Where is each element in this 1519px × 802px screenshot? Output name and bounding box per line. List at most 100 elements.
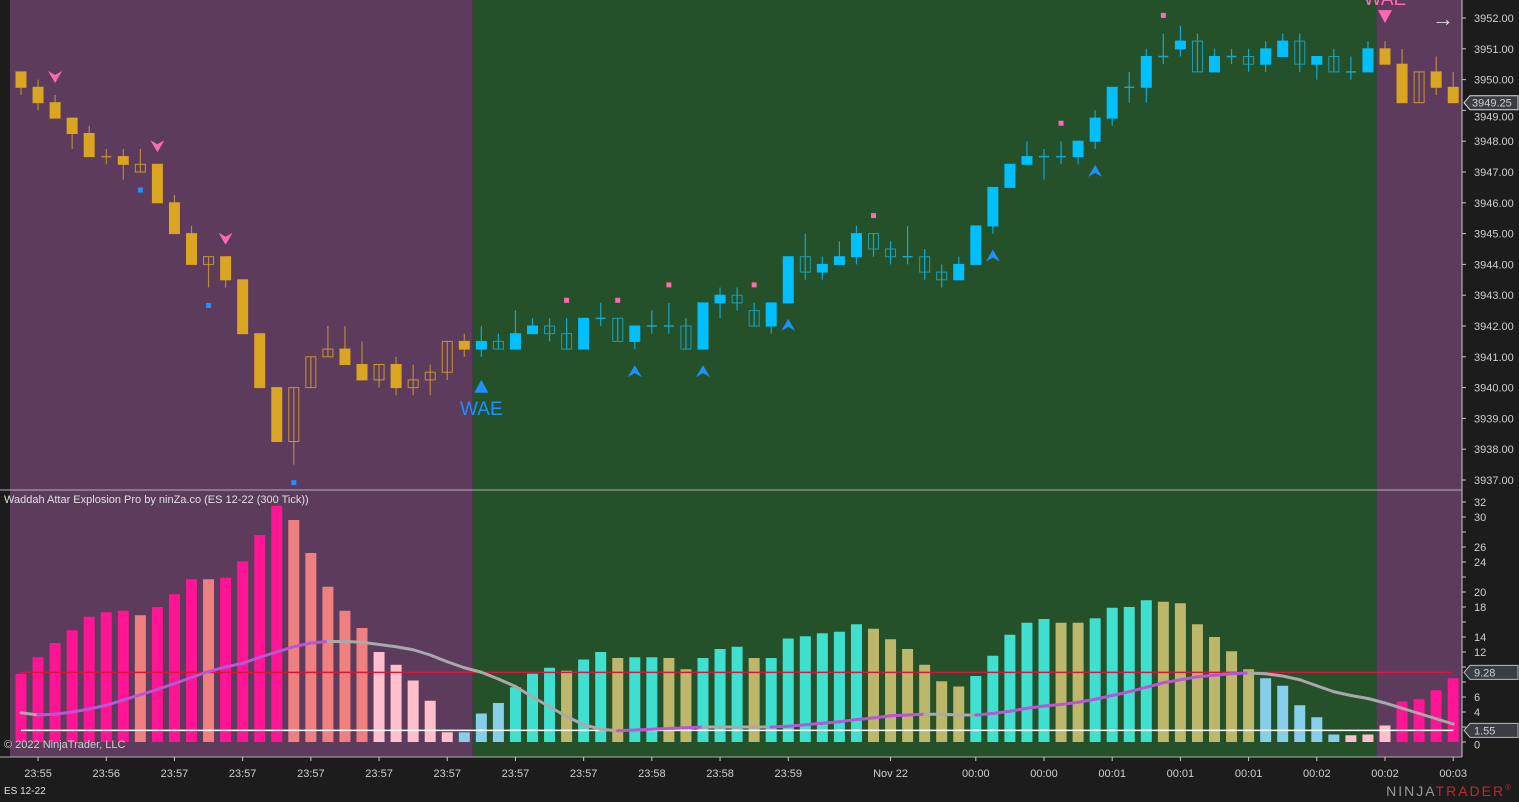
histogram-bar xyxy=(1260,678,1272,742)
candle-body xyxy=(1021,156,1033,165)
signal-line-segment xyxy=(36,712,57,717)
histogram-bar xyxy=(1123,607,1135,742)
arrow-right-icon[interactable]: → xyxy=(1432,6,1454,31)
sell-square-marker xyxy=(666,282,672,288)
explosion-value-badge xyxy=(1463,664,1519,680)
histogram-bar xyxy=(1021,622,1033,742)
candle-body xyxy=(1089,117,1101,142)
histogram-bar xyxy=(1328,734,1340,742)
candle-body xyxy=(1413,71,1425,104)
time-tick-label: 23:56 xyxy=(92,768,120,780)
indicator-tick-label: 18 xyxy=(1474,602,1486,614)
candle-body xyxy=(1004,163,1016,188)
candle xyxy=(1158,33,1169,65)
histogram-bar xyxy=(1294,705,1306,742)
histogram-bar xyxy=(492,703,504,742)
trend-region-bullish xyxy=(472,0,1377,757)
histogram-bar xyxy=(424,700,436,742)
signal-line-segment xyxy=(1195,673,1216,679)
histogram-bar xyxy=(373,652,385,742)
candle xyxy=(49,95,61,119)
candle-body xyxy=(458,340,470,350)
signal-line-segment xyxy=(343,640,364,644)
candle-body xyxy=(1311,56,1323,65)
signal-line-segment xyxy=(428,653,449,664)
price-tick-label: 3937.00 xyxy=(1474,475,1514,487)
candle-body xyxy=(492,340,504,350)
candle xyxy=(765,302,777,334)
histogram-bar xyxy=(612,658,624,742)
histogram-bar xyxy=(475,713,487,742)
histogram-bar xyxy=(833,631,845,742)
histogram-bar xyxy=(49,643,61,742)
histogram-bar xyxy=(816,633,828,742)
signal-line-segment xyxy=(599,727,620,733)
candles xyxy=(15,25,1459,465)
signal-line-segment xyxy=(1093,694,1114,701)
candle xyxy=(339,326,351,366)
signal-line-segment xyxy=(803,721,824,727)
indicator-tick-label: 32 xyxy=(1474,497,1486,509)
signal-line-segment xyxy=(53,710,74,716)
candle xyxy=(390,356,402,396)
histogram-bar xyxy=(868,628,879,742)
candle-body xyxy=(66,117,78,134)
histogram-bar xyxy=(799,636,811,742)
candle xyxy=(288,387,300,465)
time-tick-label: 23:58 xyxy=(638,768,666,780)
candle-body xyxy=(1328,56,1340,73)
histogram-bar xyxy=(714,649,726,742)
instrument-label: ES 12-22 xyxy=(4,786,46,797)
candle-body xyxy=(578,317,590,350)
price-tick-label: 3944.00 xyxy=(1474,259,1514,271)
signal-line-segment xyxy=(616,728,637,733)
signal-line-segment xyxy=(121,693,142,702)
candle xyxy=(1039,148,1049,180)
candle xyxy=(885,241,897,265)
candle xyxy=(1021,141,1033,165)
candle-body xyxy=(1191,40,1203,73)
signal-line-segment xyxy=(1025,704,1046,710)
wae-up-triangle-icon xyxy=(474,379,489,393)
histogram-bar xyxy=(441,732,453,742)
signal-line-segment xyxy=(309,640,330,645)
histogram-bar xyxy=(1396,701,1408,742)
indicator-tick-label: 20 xyxy=(1474,587,1486,599)
candle-body xyxy=(220,256,232,281)
indicator-tick-label: 30 xyxy=(1474,512,1486,524)
candle xyxy=(612,317,624,342)
candle xyxy=(1277,33,1289,57)
candle xyxy=(15,71,27,95)
time-tick-label: 00:02 xyxy=(1303,768,1331,780)
indicator-tick-label: 4 xyxy=(1474,707,1480,719)
signal-line-segment xyxy=(496,677,517,688)
candle-body xyxy=(134,163,146,173)
signal-line-segment xyxy=(104,698,125,707)
histogram-bar xyxy=(339,610,351,742)
candle xyxy=(782,256,794,304)
candle-body xyxy=(868,233,879,250)
signal-line-segment xyxy=(906,712,927,717)
candle-body xyxy=(527,325,538,335)
histogram-bar xyxy=(1226,651,1238,742)
signal-line-segment xyxy=(19,711,40,717)
candle xyxy=(1243,48,1255,72)
signal-line-segment xyxy=(1042,703,1063,708)
price-tick-label: 3946.00 xyxy=(1474,198,1514,210)
histogram-bar xyxy=(1277,685,1289,742)
candle-body xyxy=(629,325,641,342)
histogram-bar xyxy=(1191,624,1203,742)
time-tick-label: 23:57 xyxy=(502,768,530,780)
candle-body xyxy=(203,256,215,265)
candle xyxy=(134,148,146,173)
candle xyxy=(868,233,879,257)
histogram-bar xyxy=(629,657,641,742)
signal-line-segment xyxy=(445,660,466,670)
candle-body xyxy=(953,263,965,281)
signal-line-segment xyxy=(1332,690,1353,697)
sell-chevron-icon xyxy=(150,140,165,153)
signal-line-segment xyxy=(1008,706,1029,713)
candle-body xyxy=(254,333,266,389)
candle xyxy=(66,117,78,149)
